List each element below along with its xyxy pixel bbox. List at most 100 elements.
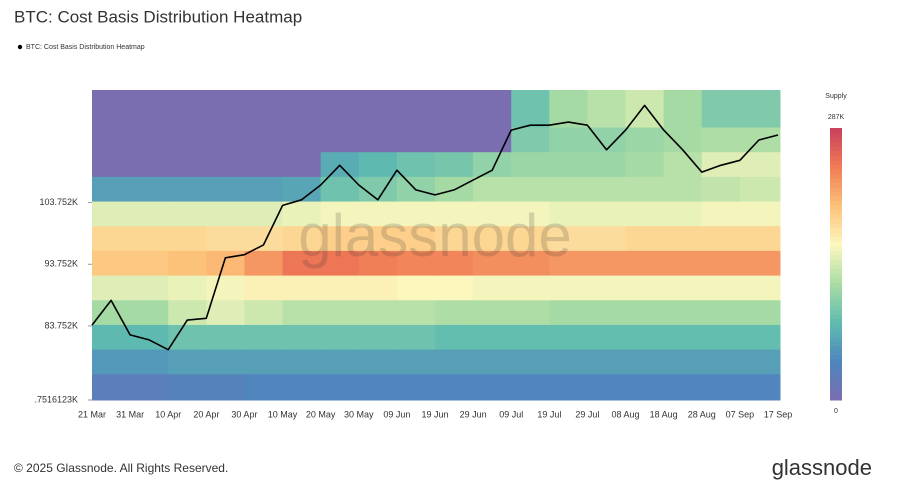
x-tick-label: 07 Sep [726,409,755,419]
heat-cell [168,151,207,177]
heat-cell [92,90,131,128]
heat-cell [511,176,550,202]
heat-cell [549,250,588,276]
colorbar-step [830,295,842,301]
colorbar-step [830,327,842,333]
heat-cell [701,275,741,301]
heat-cell [244,275,284,301]
heat-cell [282,275,322,301]
colorbar-title: Supply [825,93,847,100]
heat-cell [320,250,360,276]
heat-cell [549,90,588,128]
heat-cell [358,275,398,301]
x-tick-label: 09 Jun [383,409,410,419]
colorbar-step [830,277,842,283]
colorbar-step [830,395,842,401]
heat-cell [168,324,207,350]
y-tick-label: 93.752K [44,259,78,269]
heat-cell [396,299,436,325]
heat-cell [739,250,781,276]
x-tick-label: 17 Sep [764,409,793,419]
heat-cell [663,127,703,153]
heat-cell [92,299,131,325]
heat-cell [358,324,398,350]
heat-cell [396,225,436,251]
colorbar-step [830,386,842,392]
heat-cell [396,349,436,375]
heat-cell [282,127,322,153]
heat-cell [92,250,131,276]
heat-cell [549,151,588,177]
heat-cell [130,225,169,251]
heat-cell [739,176,781,202]
heat-cell [396,90,436,128]
price-line [91,104,779,351]
heat-cell [396,176,436,202]
heat-cell [244,250,284,276]
colorbar-step [830,164,842,170]
heat-cell [587,250,627,276]
colorbar-step [830,282,842,288]
colorbar-step [830,291,842,297]
heat-cell [320,127,360,153]
heat-cell [206,324,245,350]
heat-cell [130,176,169,202]
heat-cell [587,373,627,401]
heat-cell [206,250,245,276]
colorbar-step [830,322,842,328]
heatmap: glassnode [92,90,781,401]
heat-cell [396,250,436,276]
colorbar-step [830,268,842,274]
x-tick-label: 09 Jul [499,409,523,419]
heat-cell [663,250,703,276]
heat-cell [206,225,245,251]
heat-cell [587,151,627,177]
colorbar-step [830,214,842,220]
heat-cell [206,90,245,128]
heat-cell [511,275,550,301]
x-tick-label: 10 May [268,409,298,419]
x-tick-label: 21 Mar [78,409,106,419]
heat-cell [663,275,703,301]
heat-cell [130,373,169,401]
heat-cell [244,349,284,375]
heat-cell [473,201,512,227]
heat-cell [435,299,474,325]
legend-label: BTC: Cost Basis Distribution Heatmap [26,44,145,51]
heat-cell [701,250,741,276]
heat-cell [244,151,284,177]
heat-cell [549,299,588,325]
heat-cell [282,299,322,325]
colorbar-step [830,250,842,256]
logo: glassnode [772,455,872,480]
colorbar-step [830,350,842,356]
heat-cell [282,324,322,350]
colorbar-step [830,304,842,310]
heat-cell [130,90,169,128]
heat-cell [130,275,169,301]
heat-cell [206,349,245,375]
colorbar-step [830,345,842,351]
colorbar-step [830,390,842,396]
heat-cell [282,225,322,251]
colorbar-step [830,223,842,229]
heat-cell [625,127,665,153]
heat-cell [358,373,398,401]
heat-cell [663,151,703,177]
heat-cell [625,349,665,375]
heat-cell [701,373,741,401]
colorbar-step [830,363,842,369]
colorbar-step [830,168,842,174]
colorbar-step [830,177,842,183]
heat-cell [701,90,741,128]
heat-cell [625,201,665,227]
x-tick-label: 19 Jul [537,409,561,419]
colorbar-step [830,155,842,161]
x-tick-label: 08 Aug [612,409,640,419]
heat-cell [739,299,781,325]
heat-cell [320,176,360,202]
heat-cell [358,127,398,153]
heat-cell [739,201,781,227]
heat-cell [663,225,703,251]
